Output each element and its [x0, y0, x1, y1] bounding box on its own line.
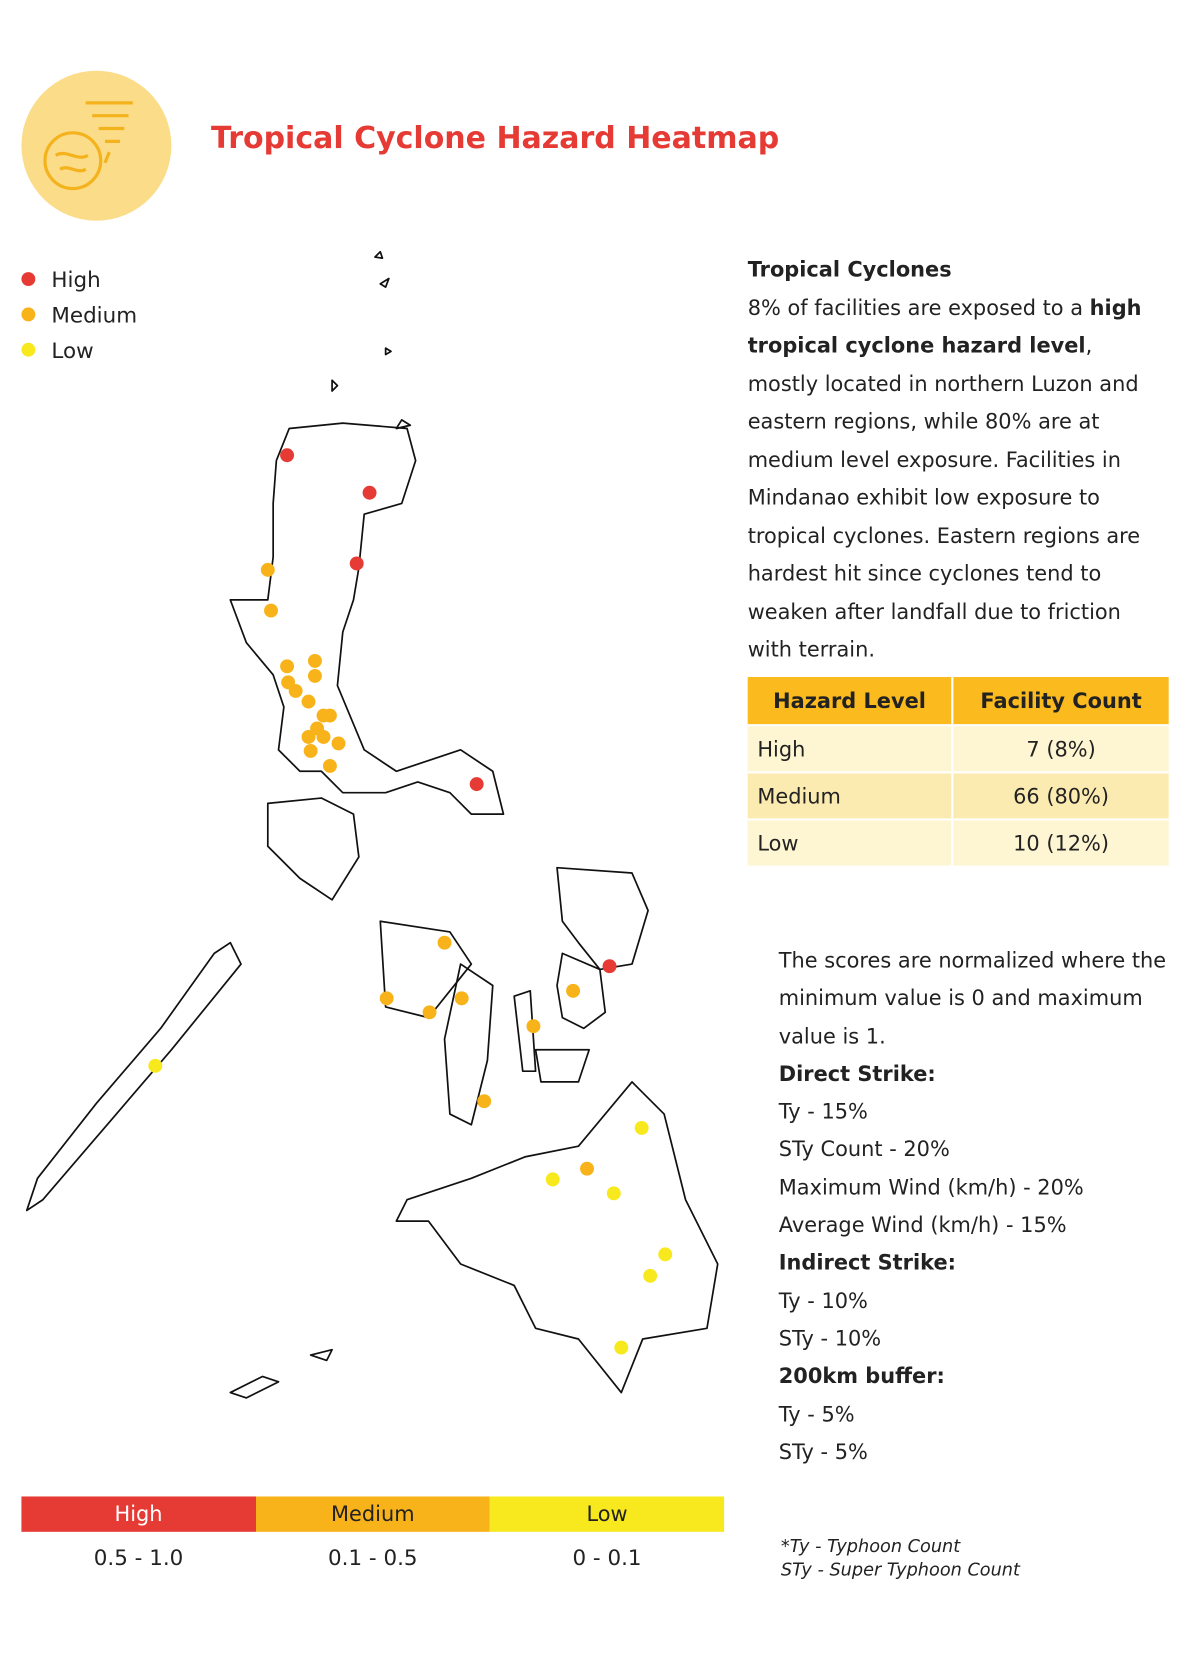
- scale-segment: Low 0 - 0.1: [489, 1496, 725, 1571]
- title: Tropical Cyclone Hazard Heatmap: [211, 119, 780, 156]
- scale-label: High: [21, 1496, 256, 1532]
- table-header-cell: Hazard Level: [747, 676, 954, 726]
- legend-label: High: [51, 266, 101, 292]
- scale-segment: High 0.5 - 1.0: [21, 1496, 256, 1571]
- table-cell: 7 (8%): [952, 724, 1171, 773]
- description-heading: Tropical Cyclones: [747, 257, 952, 282]
- facility-dot: [477, 1094, 492, 1109]
- scale-range: 0.1 - 0.5: [328, 1544, 418, 1571]
- table-body: High 7 (8%) Medium 66 (80%) Low 10 (12%): [747, 724, 1171, 866]
- table-row: Medium 66 (80%): [747, 771, 1171, 820]
- legend-swatch: [21, 307, 36, 322]
- table-row: High 7 (8%): [747, 724, 1171, 773]
- legend-label: Low: [51, 336, 94, 363]
- facility-dot: [307, 653, 322, 668]
- description-paragraph: 8% of facilities are exposed to a high t…: [748, 289, 1166, 669]
- table-cell: Low: [747, 818, 954, 866]
- facility-dot: [545, 1172, 560, 1187]
- facility-dot: [349, 556, 364, 571]
- description: Tropical Cyclones 8% of facilities are e…: [748, 251, 1166, 669]
- facility-dot: [301, 694, 316, 709]
- facility-dot: [288, 683, 303, 698]
- legend-swatch: [21, 342, 36, 357]
- facility-dot: [437, 935, 452, 950]
- footnote-line: STy - Super Typhoon Count: [780, 1559, 1020, 1581]
- facility-dot: [322, 758, 337, 773]
- table-cell: High: [747, 724, 954, 773]
- logo-icon: [43, 101, 133, 191]
- facility-dot: [422, 1005, 437, 1020]
- paragraph-segment: 8% of facilities are exposed to a: [747, 295, 1090, 320]
- facility-dot: [316, 730, 331, 744]
- legend-swatch: [21, 272, 36, 287]
- paragraph-segment: high tropical cyclone hazard level: [747, 295, 1142, 358]
- footnote: *Ty - Typhoon Count STy - Super Typhoon C…: [781, 1535, 1020, 1582]
- legend-item: High: [21, 261, 137, 296]
- scale-range: 0 - 0.1: [572, 1544, 642, 1571]
- notes-item: Ty - 5%: [778, 1401, 855, 1427]
- map-outline: [25, 250, 719, 1399]
- facility-dot: [469, 777, 484, 792]
- scale-bar: High 0.5 - 1.0 Medium 0.1 - 0.5 Low 0 - 0.1: [21, 1496, 725, 1571]
- footnote-line: *Ty - Typhoon Count: [780, 1536, 961, 1557]
- legend-label: Medium: [51, 301, 138, 328]
- facility-dot: [614, 1340, 629, 1355]
- scale-label: Medium: [255, 1496, 490, 1532]
- scale-segment: Medium 0.1 - 0.5: [255, 1496, 490, 1571]
- facility-dot: [566, 983, 581, 998]
- notes-intro: The scores are normalized where the mini…: [778, 948, 1167, 1049]
- notes-item: Average Wind (km/h) - 15%: [778, 1212, 1067, 1238]
- facility-dot: [280, 448, 295, 463]
- facility-dot: [606, 1186, 621, 1201]
- notes-heading: Direct Strike:: [778, 1061, 936, 1087]
- table-cell: Medium: [747, 771, 954, 820]
- facility-dot: [260, 562, 275, 577]
- notes-item: STy - 10%: [778, 1326, 882, 1351]
- facility-dot: [280, 659, 295, 674]
- facility-dot: [331, 736, 346, 751]
- paragraph-segment: , mostly located in northern Luzon and e…: [747, 333, 1141, 663]
- notes-item: Ty - 10%: [778, 1288, 868, 1313]
- facility-dot: [322, 708, 337, 723]
- facility-points: [148, 448, 673, 1355]
- facility-dot: [643, 1268, 658, 1283]
- table-cell: 10 (12%): [952, 818, 1171, 866]
- facility-dot: [301, 730, 316, 744]
- notes-item: Ty - 15%: [778, 1099, 868, 1124]
- facility-dot: [454, 991, 469, 1006]
- legend-item: Medium: [21, 297, 137, 332]
- facility-dot: [526, 1019, 541, 1034]
- table-cell: 66 (80%): [952, 771, 1171, 820]
- notes-heading: Indirect Strike:: [778, 1250, 956, 1276]
- scale-range: 0.5 - 1.0: [93, 1544, 184, 1571]
- notes-item: STy - 5%: [778, 1439, 868, 1465]
- table-header-cell: Facility Count: [952, 676, 1171, 726]
- facility-dot: [602, 959, 617, 974]
- facility-dot: [580, 1161, 594, 1176]
- legend: High Medium Low: [21, 261, 137, 367]
- facility-dot: [264, 603, 278, 618]
- notes-item: Maximum Wind (km/h) - 20%: [778, 1174, 1084, 1200]
- notes-item: STy Count - 20%: [778, 1137, 950, 1162]
- table-header: Hazard Level Facility Count: [747, 676, 1171, 726]
- facility-dot: [307, 668, 322, 683]
- facility-dot: [379, 991, 394, 1006]
- facility-dot: [634, 1121, 649, 1135]
- legend-item: Low: [21, 332, 137, 367]
- table-row: Low 10 (12%): [747, 818, 1171, 866]
- facility-dot: [148, 1058, 163, 1073]
- table: Hazard Level Facility Count High 7 (8%) Medi…: [747, 676, 1171, 866]
- scale-label: Low: [489, 1496, 725, 1532]
- notes: The scores are normalized where the mini…: [779, 942, 1175, 1471]
- facility-dot: [303, 743, 318, 758]
- facility-dot: [362, 485, 377, 500]
- facility-dot: [658, 1247, 673, 1262]
- notes-heading: 200km buffer:: [778, 1363, 945, 1389]
